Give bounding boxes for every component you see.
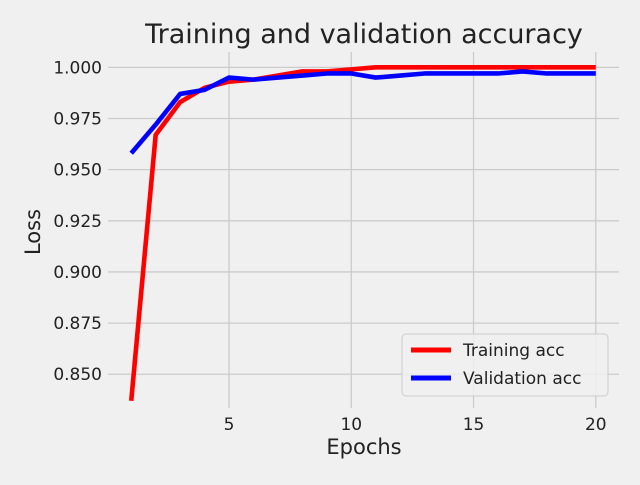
y-tick-label: 0.875 (53, 314, 102, 334)
chart-title: Training and validation accuracy (144, 19, 583, 50)
legend-label-training: Training acc (462, 341, 565, 361)
plot-area (128, 65, 596, 402)
y-tick-label: 0.850 (53, 365, 102, 385)
legend-label-validation: Validation acc (463, 369, 581, 389)
legend: Training acc Validation acc (401, 333, 609, 397)
x-tick-label: 10 (340, 415, 362, 435)
tick-labels: 0.850 0.875 0.900 0.925 0.950 0.975 1.000 5 10 15… (53, 58, 606, 435)
y-tick-label: 0.925 (53, 212, 102, 232)
y-tick-label: 0.975 (53, 109, 102, 129)
legend-box (401, 333, 609, 397)
series-line-validation (129, 69, 596, 155)
y-tick-label: 0.900 (53, 263, 102, 283)
x-tick-label: 20 (585, 415, 607, 435)
x-tick-label: 5 (224, 415, 235, 435)
x-tick-label: 15 (463, 415, 485, 435)
y-tick-label: 1.000 (53, 58, 102, 78)
y-tick-label: 0.950 (53, 161, 102, 181)
x-axis-label: Epochs (326, 435, 401, 459)
y-axis-label: Loss (21, 209, 45, 255)
